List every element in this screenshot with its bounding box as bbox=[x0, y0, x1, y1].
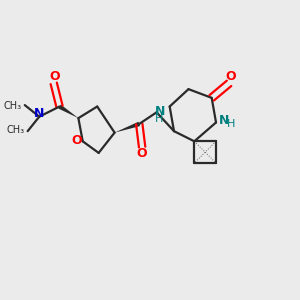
Polygon shape bbox=[115, 122, 140, 133]
Text: O: O bbox=[49, 70, 60, 83]
Text: H: H bbox=[155, 114, 164, 124]
Text: O: O bbox=[136, 147, 147, 160]
Text: N: N bbox=[219, 114, 229, 127]
Text: H: H bbox=[227, 119, 235, 129]
Polygon shape bbox=[58, 105, 78, 118]
Text: N: N bbox=[155, 105, 166, 118]
Text: O: O bbox=[71, 134, 82, 147]
Text: CH₃: CH₃ bbox=[3, 101, 21, 111]
Text: N: N bbox=[34, 107, 45, 120]
Text: O: O bbox=[226, 70, 236, 83]
Text: CH₃: CH₃ bbox=[6, 125, 24, 135]
